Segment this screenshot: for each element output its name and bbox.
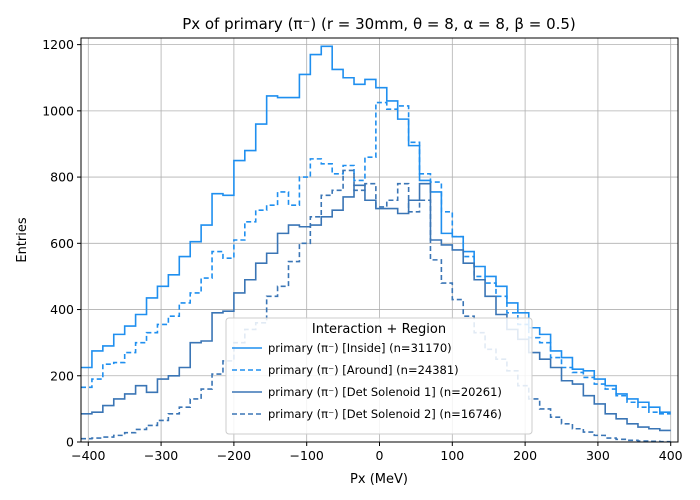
series-3	[81, 182, 671, 432]
legend-label: primary (π⁻) [Around] (n=24381)	[268, 363, 459, 377]
y-tick-label: 800	[50, 170, 74, 185]
y-tick-label: 1000	[42, 103, 74, 118]
y-tick-label: 1200	[42, 37, 74, 52]
y-tick-label: 400	[50, 302, 74, 317]
series-step-line	[81, 101, 671, 415]
y-tick-label: 0	[66, 435, 74, 450]
x-tick-label: 400	[659, 448, 683, 463]
chart-title: Px of primary (π⁻) (r = 30mm, θ = 8, α =…	[182, 15, 576, 33]
x-tick-label: 200	[513, 448, 537, 463]
grid	[81, 38, 678, 443]
legend-box	[225, 317, 533, 435]
x-tick-label: −300	[144, 448, 178, 463]
series-step-line	[81, 45, 671, 413]
series-layer	[81, 45, 671, 442]
legend-label: primary (π⁻) [Det Solenoid 1] (n=20261)	[268, 385, 502, 399]
series-step-line	[81, 182, 671, 432]
legend: Interaction + Region primary (π⁻) [Insid…	[225, 317, 533, 435]
y-axis-title: Entries	[15, 217, 30, 263]
series-1	[81, 45, 671, 413]
legend-label: primary (π⁻) [Inside] (n=31170)	[268, 341, 452, 355]
y-tick-label: 200	[50, 368, 74, 383]
x-tick-label: 0	[376, 448, 384, 463]
x-axis-title: Px (MeV)	[350, 472, 408, 487]
x-tick-label: −400	[71, 448, 105, 463]
x-tick-label: 300	[586, 448, 610, 463]
x-tick-label: −200	[217, 448, 251, 463]
ticks: −400 −300 −200 −100 0 100 200 300 400 0 200 400 600 8…	[42, 37, 683, 463]
series-2	[81, 101, 671, 415]
legend-entries: primary (π⁻) [Inside] (n=31170) primary (…	[232, 341, 502, 421]
legend-title: Interaction + Region	[312, 322, 446, 337]
x-tick-label: −100	[290, 448, 324, 463]
series-4	[81, 169, 671, 442]
series-step-line	[81, 169, 671, 442]
y-tick-label: 600	[50, 236, 74, 251]
legend-label: primary (π⁻) [Det Solenoid 2] (n=16746)	[268, 407, 502, 421]
x-tick-label: 100	[440, 448, 464, 463]
